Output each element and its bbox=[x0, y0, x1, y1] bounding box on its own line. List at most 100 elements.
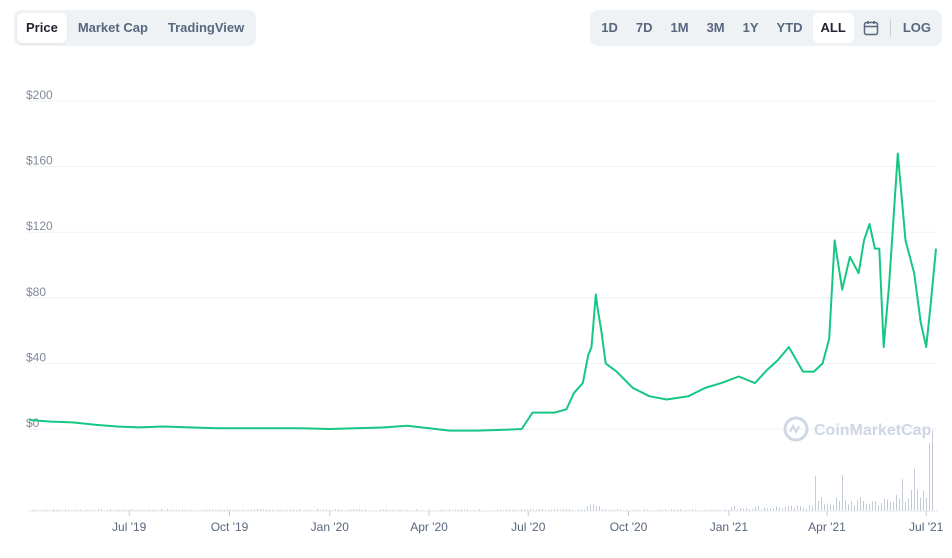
x-tick-label: Jul '19 bbox=[112, 520, 147, 534]
calendar-icon[interactable] bbox=[856, 13, 886, 43]
volume-bar bbox=[530, 509, 531, 511]
volume-bar bbox=[788, 505, 789, 511]
volume-bar bbox=[242, 509, 243, 511]
volume-bar bbox=[206, 509, 207, 511]
volume-bar bbox=[752, 508, 753, 511]
volume-bar bbox=[830, 503, 831, 511]
volume-bar bbox=[758, 505, 759, 511]
volume-bar bbox=[605, 509, 606, 511]
volume-bar bbox=[251, 509, 252, 511]
volume-bar bbox=[80, 509, 81, 511]
volume-bar bbox=[539, 508, 540, 511]
volume-bar bbox=[548, 509, 549, 511]
volume-bar bbox=[254, 509, 255, 511]
range-ytd-button[interactable]: YTD bbox=[776, 20, 803, 35]
volume-bar bbox=[143, 509, 144, 511]
volume-bar bbox=[380, 509, 381, 511]
volume-bar bbox=[227, 509, 228, 511]
volume-bar bbox=[818, 501, 819, 511]
volume-bar bbox=[620, 509, 621, 511]
range-all-button[interactable]: ALL bbox=[812, 13, 854, 43]
volume-bar bbox=[848, 504, 849, 511]
volume-bar bbox=[869, 503, 870, 511]
volume-bar bbox=[854, 505, 855, 511]
range-1m-button[interactable]: 1M bbox=[670, 20, 689, 35]
volume-bar bbox=[443, 509, 444, 511]
volume-bar bbox=[677, 509, 678, 511]
tab-tradingview[interactable]: TradingView bbox=[167, 20, 245, 35]
x-tick-label: Jul '20 bbox=[511, 520, 546, 534]
tab-price[interactable]: Price bbox=[17, 13, 67, 43]
volume-bar bbox=[365, 509, 366, 511]
volume-bar bbox=[167, 509, 168, 511]
volume-bar bbox=[833, 505, 834, 511]
volume-bar bbox=[131, 508, 132, 511]
volume-bar bbox=[500, 509, 501, 511]
volume-bar bbox=[734, 505, 735, 511]
volume-bar bbox=[926, 497, 927, 511]
volume-bar bbox=[320, 509, 321, 511]
volume-bar bbox=[644, 508, 645, 511]
volume-bar bbox=[203, 509, 204, 511]
volume-bar bbox=[542, 509, 543, 511]
x-tick-label: Jan '21 bbox=[710, 520, 749, 534]
volume-bar bbox=[305, 509, 306, 511]
tab-market-cap[interactable]: Market Cap bbox=[77, 20, 148, 35]
log-scale-button[interactable]: LOG bbox=[902, 20, 931, 35]
volume-bar bbox=[905, 502, 906, 511]
volume-bar bbox=[920, 497, 921, 511]
volume-bar bbox=[416, 509, 417, 511]
volume-bar bbox=[455, 509, 456, 511]
volume-bar bbox=[506, 509, 507, 511]
volume-bar bbox=[449, 509, 450, 511]
volume-bar bbox=[278, 509, 279, 511]
volume-bar bbox=[617, 508, 618, 511]
volume-bar bbox=[668, 509, 669, 511]
volume-bar bbox=[272, 509, 273, 511]
y-tick-label: $80 bbox=[26, 285, 46, 299]
volume-bar bbox=[740, 507, 741, 511]
volume-bar bbox=[68, 509, 69, 511]
volume-bar bbox=[593, 503, 594, 511]
volume-bar bbox=[635, 509, 636, 511]
volume-bar bbox=[110, 508, 111, 511]
volume-bar bbox=[881, 503, 882, 511]
volume-bar bbox=[89, 509, 90, 511]
range-3m-button[interactable]: 3M bbox=[706, 20, 725, 35]
volume-bar bbox=[527, 509, 528, 511]
volume-bar bbox=[695, 509, 696, 511]
range-1y-button[interactable]: 1Y bbox=[742, 20, 759, 35]
volume-bar bbox=[764, 507, 765, 511]
volume-bar bbox=[464, 509, 465, 511]
volume-bar bbox=[521, 509, 522, 511]
volume-bar bbox=[806, 509, 807, 511]
volume-bar bbox=[149, 509, 150, 511]
volume-bar bbox=[44, 509, 45, 511]
volume-bar bbox=[383, 509, 384, 511]
volume-bar bbox=[731, 507, 732, 511]
price-line bbox=[29, 152, 937, 432]
y-tick-label: $160 bbox=[26, 154, 53, 168]
volume-bar bbox=[812, 505, 813, 511]
volume-bar bbox=[797, 505, 798, 511]
volume-bar bbox=[35, 509, 36, 511]
volume-bar bbox=[626, 509, 627, 511]
volume-bar bbox=[773, 508, 774, 511]
volume-bar bbox=[725, 509, 726, 511]
range-7d-button[interactable]: 7D bbox=[635, 20, 653, 35]
volume-bar bbox=[392, 509, 393, 511]
volume-bar bbox=[224, 509, 225, 511]
volume-bar bbox=[62, 509, 63, 511]
volume-bar bbox=[572, 509, 573, 511]
volume-bar bbox=[86, 509, 87, 511]
range-1d-button[interactable]: 1D bbox=[601, 20, 618, 35]
volume-bar bbox=[866, 503, 867, 511]
volume-bar bbox=[290, 509, 291, 511]
volume-bar bbox=[923, 490, 924, 511]
volume-bar bbox=[893, 501, 894, 511]
volume-bar bbox=[785, 506, 786, 511]
x-tick-label: Oct '20 bbox=[610, 520, 648, 534]
volume-bar bbox=[791, 505, 792, 511]
volume-bar bbox=[884, 498, 885, 511]
volume-bar bbox=[551, 509, 552, 511]
